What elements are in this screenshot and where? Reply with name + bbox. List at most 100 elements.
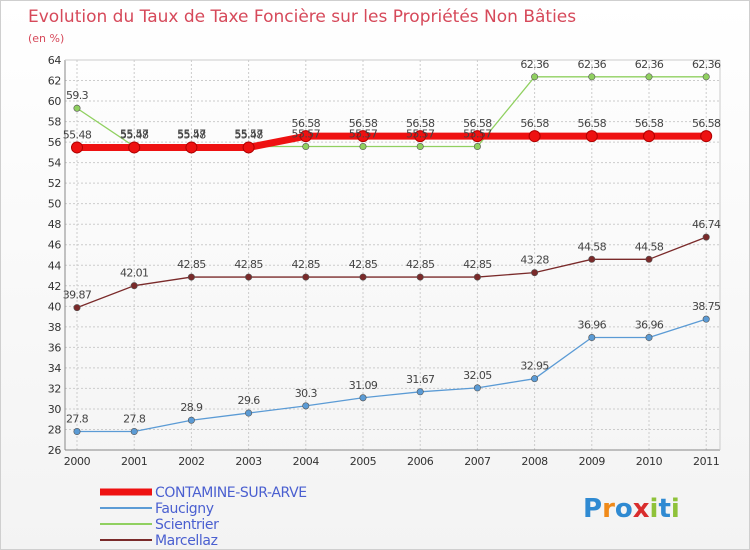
y-tick-label: 48	[48, 218, 62, 231]
data-label-contamine-sur-arve: 55.48	[177, 128, 206, 141]
data-point-marcellaz	[702, 233, 710, 241]
data-label-scientrier: 55.57	[177, 128, 206, 141]
data-point-marcellaz	[245, 273, 253, 281]
data-label-faucigny: 36.96	[635, 319, 664, 332]
data-label-faucigny: 29.6	[238, 394, 261, 407]
data-point-faucigny	[473, 384, 481, 392]
data-label-marcellaz: 42.85	[463, 258, 492, 271]
data-point-faucigny	[187, 416, 195, 424]
axes: 26 28 30 32 34 36 38 40 42 44 46 48 50 52 54 56 58 60 62 64…	[48, 54, 721, 468]
x-tick-label: 2005	[350, 455, 377, 468]
data-label-faucigny: 28.9	[180, 401, 203, 414]
data-label-marcellaz: 43.28	[520, 254, 549, 267]
legend-entry-label: Marcellaz	[155, 533, 218, 549]
data-label-scientrier: 55.57	[234, 128, 263, 141]
y-tick-label: 50	[48, 198, 62, 211]
data-point-faucigny	[302, 402, 310, 410]
x-tick-label: 2006	[407, 455, 434, 468]
data-label-marcellaz: 42.85	[292, 258, 321, 271]
logo-letter: x	[633, 494, 650, 524]
data-point-faucigny	[588, 334, 596, 342]
data-label-faucigny: 32.95	[520, 360, 549, 373]
data-point-faucigny	[416, 388, 424, 396]
data-label-contamine-sur-arve: 56.58	[692, 117, 721, 130]
data-label-scientrier: 62.36	[635, 58, 664, 71]
data-point-contamine-sur-arve	[585, 130, 598, 143]
x-tick-label: 2009	[579, 455, 606, 468]
data-label-scientrier: 55.57	[463, 128, 492, 141]
data-point-contamine-sur-arve	[700, 130, 713, 143]
data-point-marcellaz	[416, 273, 424, 281]
data-point-scientrier	[588, 73, 596, 81]
x-tick-label: 2002	[178, 455, 204, 468]
y-tick-label: 62	[48, 75, 61, 88]
x-tick-label: 2008	[521, 455, 548, 468]
x-tick-label: 2003	[235, 455, 262, 468]
data-point-marcellaz	[473, 273, 481, 281]
data-point-contamine-sur-arve	[528, 130, 541, 143]
y-tick-label: 42	[48, 280, 61, 293]
y-tick-label: 32	[48, 382, 61, 395]
logo-letter: i	[671, 494, 680, 524]
data-label-marcellaz: 42.01	[120, 267, 149, 280]
data-label-contamine-sur-arve: 56.58	[292, 117, 321, 130]
data-label-marcellaz: 42.85	[177, 258, 206, 271]
data-point-marcellaz	[359, 273, 367, 281]
x-tick-label: 2001	[121, 455, 147, 468]
data-labels: 59.3 55.57 55.57 55.57 55.57 55.57 55.57 55.57 6…	[63, 58, 722, 426]
data-point-contamine-sur-arve	[242, 141, 255, 154]
y-tick-label: 30	[48, 403, 62, 416]
data-label-faucigny: 27.8	[123, 413, 146, 426]
data-point-scientrier	[645, 73, 653, 81]
data-label-scientrier: 62.36	[692, 58, 721, 71]
data-label-contamine-sur-arve: 55.48	[234, 128, 263, 141]
data-point-scientrier	[531, 73, 539, 81]
y-tick-label: 44	[48, 259, 62, 272]
data-label-contamine-sur-arve: 56.58	[406, 117, 435, 130]
y-tick-label: 38	[48, 321, 62, 334]
data-point-contamine-sur-arve	[71, 141, 83, 154]
y-tick-label: 54	[48, 157, 62, 170]
data-label-scientrier: 55.57	[406, 128, 435, 141]
data-point-marcellaz	[73, 304, 81, 312]
legend-entry-label: CONTAMINE-SUR-ARVE	[155, 485, 307, 501]
data-label-contamine-sur-arve: 55.48	[120, 128, 149, 141]
data-label-scientrier: 55.57	[292, 128, 321, 141]
data-point-marcellaz	[130, 282, 138, 290]
data-point-contamine-sur-arve	[185, 141, 198, 154]
data-point-scientrier	[702, 73, 710, 81]
data-label-scientrier: 59.3	[66, 89, 89, 102]
legend: CONTAMINE-SUR-ARVEFaucignyScientrierMarc…	[100, 485, 307, 549]
grid-lines	[65, 59, 720, 451]
data-point-marcellaz	[187, 273, 195, 281]
data-label-faucigny: 38.75	[692, 300, 721, 313]
data-label-faucigny: 31.09	[349, 379, 378, 392]
y-tick-label: 26	[48, 444, 62, 457]
chart-title: Evolution du Taux de Taxe Foncière sur l…	[28, 7, 576, 27]
data-label-marcellaz: 42.85	[234, 258, 263, 271]
data-point-marcellaz	[588, 255, 596, 263]
legend-entry-label: Scientrier	[155, 517, 219, 533]
logo-letter: t	[658, 494, 670, 524]
logo-letter: P	[583, 494, 602, 524]
data-label-scientrier: 62.36	[578, 58, 607, 71]
y-tick-label: 58	[48, 116, 62, 129]
data-label-marcellaz: 44.58	[578, 240, 607, 253]
data-label-scientrier: 55.57	[120, 128, 149, 141]
y-tick-label: 64	[48, 54, 62, 67]
data-label-marcellaz: 42.85	[406, 258, 435, 271]
data-label-scientrier: 62.36	[520, 58, 549, 71]
data-label-contamine-sur-arve: 56.58	[578, 117, 607, 130]
data-label-contamine-sur-arve: 56.58	[463, 117, 492, 130]
data-point-faucigny	[702, 315, 710, 323]
data-label-contamine-sur-arve: 56.58	[349, 117, 378, 130]
y-tick-label: 36	[48, 341, 62, 354]
data-point-contamine-sur-arve	[357, 130, 369, 143]
y-tick-label: 40	[48, 300, 62, 313]
data-label-scientrier: 55.57	[349, 128, 378, 141]
data-point-scientrier	[359, 143, 367, 151]
data-point-contamine-sur-arve	[471, 130, 484, 143]
data-label-contamine-sur-arve: 56.58	[520, 117, 549, 130]
data-label-marcellaz: 46.74	[692, 218, 721, 231]
